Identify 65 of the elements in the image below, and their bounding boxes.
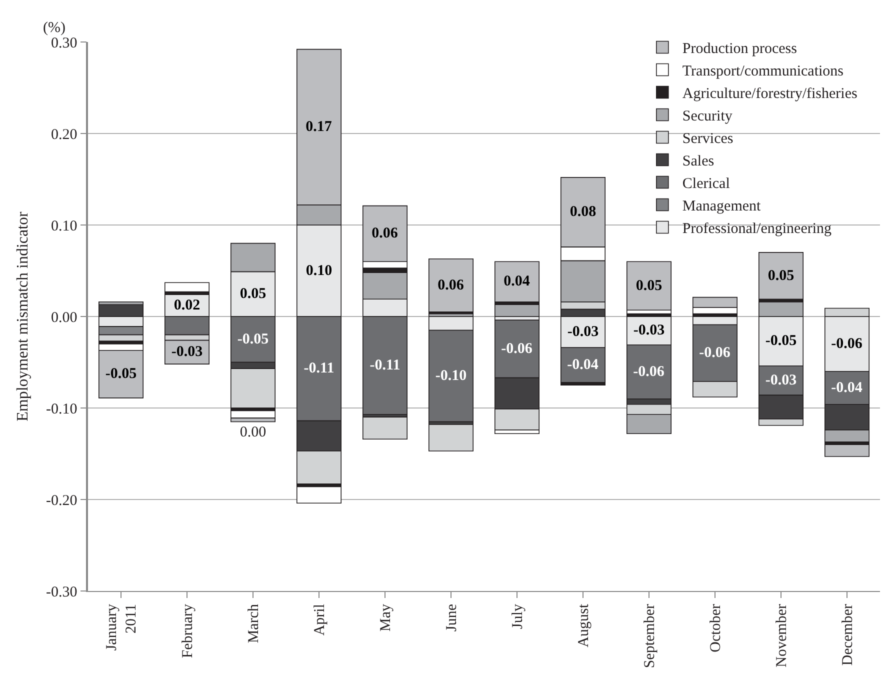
data-label: -0.11 bbox=[304, 360, 334, 377]
data-label: -0.03 bbox=[171, 344, 203, 360]
data-label: -0.04 bbox=[831, 380, 863, 396]
bar bbox=[824, 444, 870, 457]
data-label: 0.05 bbox=[636, 278, 662, 294]
legend-label: Clerical bbox=[682, 176, 730, 192]
data-label: 0.00 bbox=[240, 424, 266, 441]
data-label: -0.04 bbox=[567, 356, 599, 373]
data-label: -0.06 bbox=[831, 336, 863, 352]
data-label: 0.06 bbox=[438, 277, 464, 294]
data-label: -0.11 bbox=[370, 357, 400, 374]
y-axis-title: Employment mismatch indicator bbox=[14, 210, 32, 422]
y-tick-label: -0.20 bbox=[46, 492, 78, 509]
x-tick-label: February bbox=[180, 604, 196, 658]
y-tick-label: 0.10 bbox=[51, 218, 78, 234]
data-label: -0.03 bbox=[567, 324, 599, 340]
bar bbox=[428, 424, 474, 452]
legend-label: Management bbox=[682, 198, 762, 215]
data-label: 0.05 bbox=[240, 286, 266, 302]
data-label: 0.10 bbox=[306, 262, 332, 279]
legend-label: Agriculture/forestry/fisheries bbox=[682, 86, 858, 102]
data-label: -0.06 bbox=[501, 340, 533, 357]
data-label: -0.05 bbox=[237, 331, 269, 348]
bar bbox=[758, 252, 804, 300]
text: (%) bbox=[43, 20, 66, 36]
x-tick-label: November bbox=[774, 604, 790, 668]
y-tick-label: 0.30 bbox=[51, 35, 78, 52]
x-tick-label: March bbox=[246, 604, 262, 644]
legend-label: Transport/communications bbox=[682, 64, 844, 80]
data-label: 0.05 bbox=[768, 268, 794, 284]
data-label: 0.06 bbox=[372, 226, 398, 242]
data-label: -0.03 bbox=[633, 322, 665, 339]
bar bbox=[164, 282, 210, 292]
legend-label: Professional/engineering bbox=[682, 221, 832, 238]
data-label: -0.06 bbox=[699, 345, 731, 362]
x-tick-label: July bbox=[510, 604, 526, 630]
data-label: 0.02 bbox=[174, 298, 200, 314]
data-label: -0.05 bbox=[765, 333, 797, 350]
data-label: 0.08 bbox=[570, 204, 596, 220]
bar bbox=[626, 261, 672, 310]
legend-label: Services bbox=[682, 131, 734, 148]
legend-label: Production process bbox=[682, 41, 798, 58]
x-tick-label: January 2011 bbox=[104, 604, 140, 651]
data-label: 0.17 bbox=[306, 119, 332, 136]
bar bbox=[296, 486, 342, 504]
x-tick-label: June bbox=[444, 604, 460, 632]
y-tick-label: -0.30 bbox=[46, 584, 78, 600]
bar bbox=[494, 261, 540, 302]
x-tick-label: May bbox=[378, 604, 394, 632]
x-tick-label: September bbox=[642, 604, 658, 668]
x-tick-label: October bbox=[708, 604, 724, 652]
legend-label: Sales bbox=[682, 154, 714, 170]
data-label: -0.03 bbox=[765, 372, 797, 389]
y-tick-label: 0.20 bbox=[51, 126, 78, 143]
bar bbox=[362, 416, 408, 440]
x-tick-label: December bbox=[840, 604, 856, 666]
data-label: 0.04 bbox=[504, 274, 530, 290]
y-tick-label: 0.00 bbox=[51, 310, 78, 326]
y-tick-label: -0.10 bbox=[46, 401, 78, 418]
data-label: -0.06 bbox=[633, 364, 665, 380]
data-label: -0.10 bbox=[435, 368, 467, 384]
x-tick-label: April bbox=[312, 604, 328, 636]
x-tick-label: August bbox=[576, 603, 592, 648]
legend-label: Security bbox=[682, 108, 733, 125]
data-label: -0.05 bbox=[105, 366, 137, 382]
